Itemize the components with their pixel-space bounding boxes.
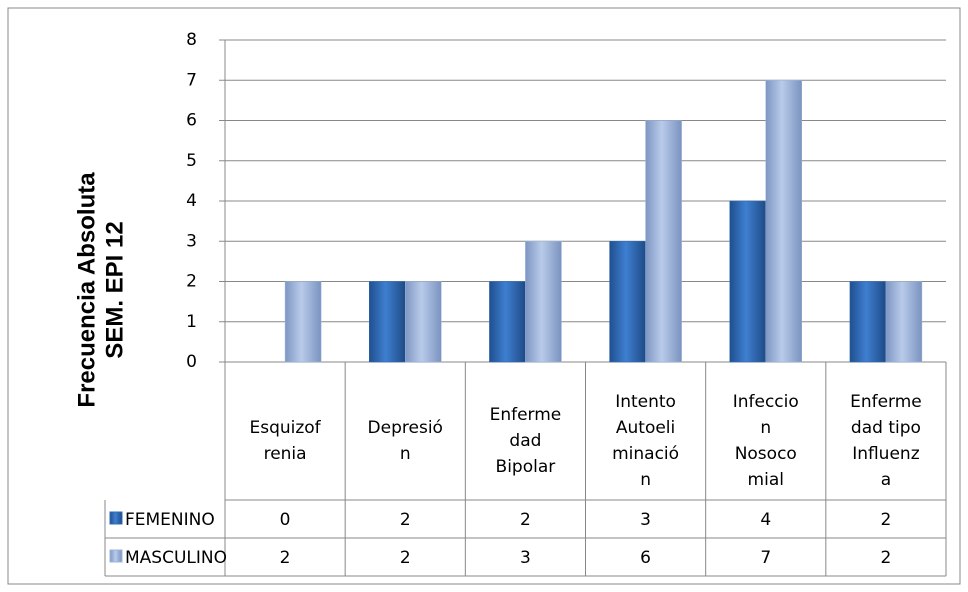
bar bbox=[369, 281, 406, 363]
table-value: 0 bbox=[280, 510, 291, 530]
x-tick-label: Depresió bbox=[368, 418, 443, 438]
legend-swatch bbox=[109, 511, 123, 525]
x-tick-label: Intento bbox=[615, 392, 676, 412]
x-tick-label: Autoeli bbox=[616, 418, 675, 438]
y-tick-label: 8 bbox=[186, 30, 197, 50]
y-tick-label: 6 bbox=[186, 111, 197, 131]
table-value: 3 bbox=[520, 548, 531, 568]
y-tick-label: 4 bbox=[186, 191, 197, 211]
legend-label: FEMENINO bbox=[125, 510, 215, 530]
x-tick-label: renia bbox=[264, 444, 307, 464]
bar bbox=[489, 281, 526, 363]
table-value: 4 bbox=[760, 510, 771, 530]
bar bbox=[849, 281, 887, 363]
bar bbox=[609, 241, 646, 363]
bar bbox=[645, 120, 682, 363]
x-tick-label: Bipolar bbox=[496, 457, 556, 477]
x-tick-label: minació bbox=[612, 444, 679, 464]
y-tick-label: 3 bbox=[186, 231, 197, 251]
bar bbox=[405, 281, 442, 363]
x-tick-label: Infeccio bbox=[733, 392, 799, 412]
bar bbox=[729, 200, 766, 363]
y-tick-label: 5 bbox=[186, 151, 197, 171]
table-value: 2 bbox=[280, 548, 291, 568]
x-tick-label: a bbox=[881, 470, 891, 490]
x-tick-label: mial bbox=[748, 470, 784, 490]
x-tick-label: dad tipo bbox=[851, 418, 921, 438]
y-tick-label: 2 bbox=[186, 272, 197, 292]
x-tick-label: n bbox=[400, 444, 411, 464]
legend-label: MASCULINO bbox=[125, 548, 227, 568]
table-value: 2 bbox=[400, 548, 411, 568]
y-axis-label-line: SEM. EPI 12 bbox=[101, 221, 128, 358]
x-tick-label: dad bbox=[509, 431, 541, 451]
x-tick-label: n bbox=[760, 418, 771, 438]
table-value: 2 bbox=[881, 510, 892, 530]
x-tick-label: Influenz bbox=[852, 444, 920, 464]
x-tick-label: Esquizof bbox=[249, 418, 321, 438]
table-value: 7 bbox=[760, 548, 771, 568]
table-value: 2 bbox=[400, 510, 411, 530]
y-axis-label: Frecuencia Absoluta SEM. EPI 12 bbox=[73, 172, 128, 408]
legend-swatch bbox=[109, 549, 123, 563]
x-tick-label: Nosoco bbox=[735, 444, 797, 464]
y-tick-label: 0 bbox=[186, 352, 197, 372]
x-tick-label: Enferme bbox=[850, 392, 922, 412]
y-axis-label-line: Frecuencia Absoluta bbox=[73, 172, 100, 408]
bar bbox=[885, 281, 923, 363]
x-tick-label: n bbox=[640, 470, 651, 490]
table-value: 3 bbox=[640, 510, 651, 530]
bar bbox=[765, 80, 802, 363]
bar bbox=[284, 281, 322, 363]
table-value: 2 bbox=[520, 510, 531, 530]
y-tick-label: 7 bbox=[186, 70, 197, 90]
x-tick-label: Enferme bbox=[490, 405, 562, 425]
y-tick-label: 1 bbox=[186, 312, 197, 332]
bar bbox=[525, 241, 562, 363]
table-value: 6 bbox=[640, 548, 651, 568]
chart-border bbox=[7, 7, 961, 585]
table-value: 2 bbox=[881, 548, 892, 568]
